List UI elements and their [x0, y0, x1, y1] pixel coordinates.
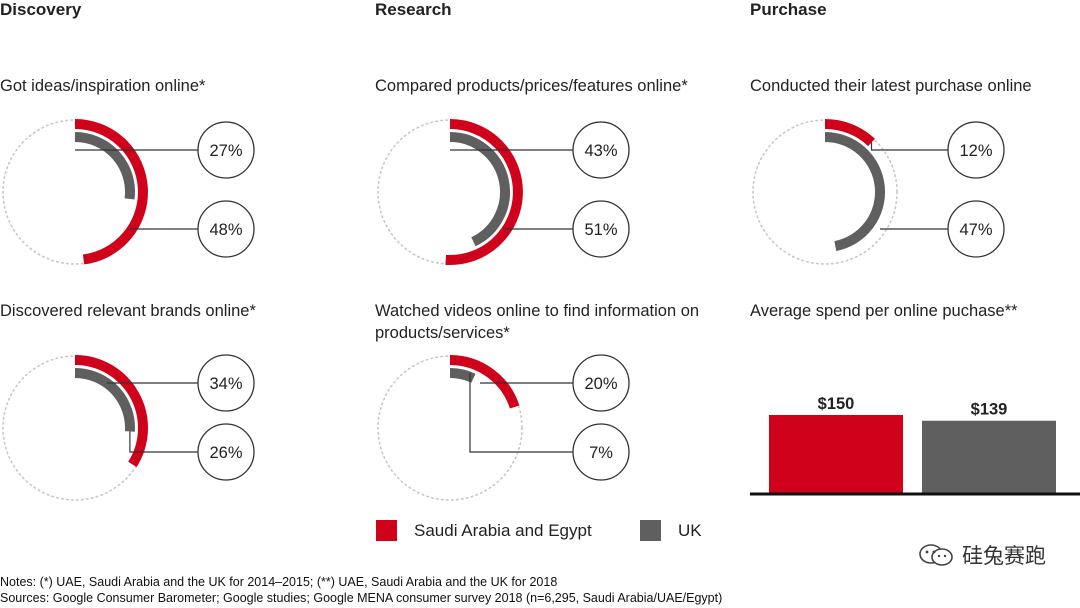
chart-title-ideas: Got ideas/inspiration online* [0, 77, 206, 95]
leader-saudi-purchase [870, 142, 948, 151]
callout-circle-saudi-ideas [197, 200, 255, 258]
column-header-purchase: Purchase [750, 0, 827, 19]
callout-circle-uk-brands [197, 423, 255, 481]
chart-title-brands: Discovered relevant brands online* [0, 302, 256, 320]
callout-value-uk-compared: 43% [584, 142, 617, 160]
callout-value-saudi-brands: 34% [209, 375, 242, 393]
chart-title-compared: Compared products/prices/features online… [375, 77, 688, 95]
arc-uk-brands [74, 368, 135, 432]
callout-value-uk-purchase: 47% [959, 221, 992, 239]
leader-uk-videos [469, 373, 573, 453]
callout-circle-saudi-brands [197, 354, 255, 412]
arc-saudi-compared [445, 119, 523, 265]
arc-uk-purchase [824, 132, 885, 251]
bar-label-saudi: $150 [818, 395, 855, 413]
chart-title-avg-spend: Average spend per online puchase** [750, 302, 1018, 320]
bar-label-uk: $139 [971, 401, 1008, 419]
legend-label-saudi: Saudi Arabia and Egypt [414, 521, 592, 540]
arc-saudi-purchase [824, 119, 875, 147]
callout-value-saudi-videos: 20% [584, 375, 617, 393]
arc-uk-ideas [74, 132, 135, 200]
dotted-ring-videos [377, 355, 523, 501]
arc-saudi-brands [74, 355, 148, 468]
callout-value-uk-brands: 26% [209, 444, 242, 462]
bar-uk [922, 420, 1056, 493]
arc-saudi-videos [449, 355, 520, 409]
callout-value-saudi-ideas: 48% [209, 221, 242, 239]
leader-uk-brands [129, 431, 198, 453]
arc-saudi-ideas [74, 119, 148, 265]
chart-title-purchase-online: Conducted their latest purchase online [750, 77, 1032, 95]
callout-value-saudi-purchase: 12% [959, 142, 992, 160]
callout-circle-uk-ideas [197, 121, 255, 179]
legend-swatch-saudi [376, 520, 397, 541]
callout-value-saudi-compared: 51% [584, 221, 617, 239]
callout-circle-saudi-compared [572, 200, 630, 258]
callout-circle-uk-compared [572, 121, 630, 179]
notes-line: Notes: (*) UAE, Saudi Arabia and the UK … [0, 575, 558, 589]
callout-value-uk-videos: 7% [589, 444, 613, 462]
callout-circle-uk-purchase [947, 200, 1005, 258]
column-header-research: Research [375, 0, 452, 19]
callout-circle-saudi-videos [572, 354, 630, 412]
chart-title-videos: Watched videos online to find informatio… [375, 302, 700, 342]
column-header-discovery: Discovery [0, 0, 82, 19]
dotted-ring-purchase [752, 119, 898, 265]
callout-circle-uk-videos [572, 423, 630, 481]
wechat-logo-icon [919, 544, 953, 566]
watermark-text: 硅兔赛跑 [962, 545, 1046, 568]
callout-circle-saudi-purchase [947, 121, 1005, 179]
sources-line: Sources: Google Consumer Barometer; Goog… [0, 591, 723, 605]
arc-uk-compared [449, 132, 510, 247]
callout-value-uk-ideas: 27% [209, 142, 242, 160]
watermark: 硅兔赛跑 [918, 540, 1046, 570]
bar-saudi [769, 415, 903, 493]
arc-uk-videos [449, 368, 476, 383]
legend-swatch-uk [640, 520, 661, 541]
legend-label-uk: UK [678, 521, 702, 540]
